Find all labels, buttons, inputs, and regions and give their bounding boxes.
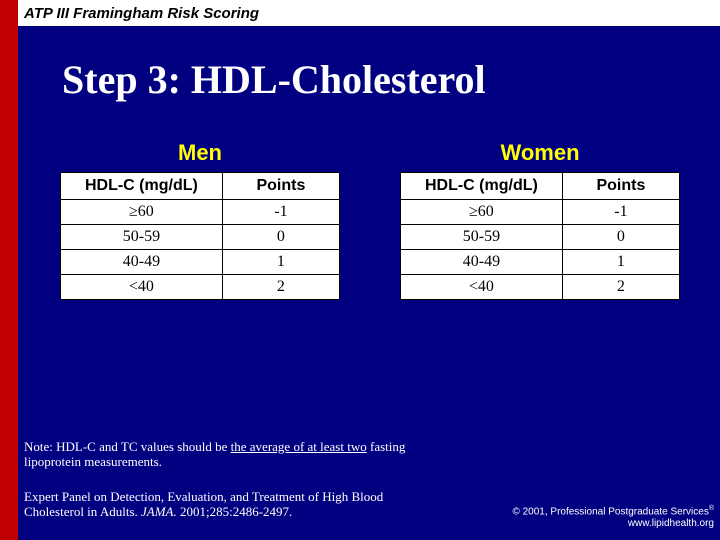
women-table: HDL-C (mg/dL) Points ≥60 -1 50-59 0 40-4… (400, 172, 680, 300)
slide-title: Step 3: HDL-Cholesterol (62, 56, 486, 103)
table-row: 40-49 1 (61, 249, 340, 274)
table-row: ≥60 -1 (401, 199, 680, 224)
men-panel: Men HDL-C (mg/dL) Points ≥60 -1 50-59 0 … (60, 140, 340, 300)
women-row-points: 1 (562, 249, 679, 274)
women-row-range: <40 (401, 274, 563, 299)
header-title: ATP III Framingham Risk Scoring (24, 5, 259, 22)
women-row-points: 0 (562, 224, 679, 249)
men-col2-header: Points (222, 173, 339, 200)
note-underlined: the average of at least two (231, 439, 367, 454)
men-col1-header: HDL-C (mg/dL) (61, 173, 223, 200)
men-row-range: <40 (61, 274, 223, 299)
women-panel: Women HDL-C (mg/dL) Points ≥60 -1 50-59 … (400, 140, 680, 300)
women-row-points: -1 (562, 199, 679, 224)
men-row-range: ≥60 (61, 199, 223, 224)
table-row: 40-49 1 (401, 249, 680, 274)
footnote: Note: HDL-C and TC values should be the … (24, 439, 454, 470)
women-panel-title: Women (400, 140, 680, 166)
men-panel-title: Men (60, 140, 340, 166)
note-prefix: Note: HDL-C and TC values should be (24, 439, 231, 454)
copyright-line1: © 2001, Professional Postgraduate Servic… (512, 506, 708, 517)
men-row-range: 40-49 (61, 249, 223, 274)
women-col1-header: HDL-C (mg/dL) (401, 173, 563, 200)
men-row-points: 2 (222, 274, 339, 299)
citation: Expert Panel on Detection, Evaluation, a… (24, 489, 444, 520)
women-row-range: 50-59 (401, 224, 563, 249)
accent-strip (0, 0, 18, 540)
copyright: © 2001, Professional Postgraduate Servic… (512, 505, 714, 530)
men-row-range: 50-59 (61, 224, 223, 249)
table-row: ≥60 -1 (61, 199, 340, 224)
table-row: 50-59 0 (61, 224, 340, 249)
table-header-row: HDL-C (mg/dL) Points (401, 173, 680, 200)
citation-text2: 2001;285:2486-2497. (177, 504, 293, 519)
women-col2-header: Points (562, 173, 679, 200)
table-row: <40 2 (61, 274, 340, 299)
table-row: <40 2 (401, 274, 680, 299)
citation-journal: JAMA. (141, 504, 177, 519)
men-row-points: 1 (222, 249, 339, 274)
tables-container: Men HDL-C (mg/dL) Points ≥60 -1 50-59 0 … (60, 140, 680, 300)
header-band: ATP III Framingham Risk Scoring (18, 0, 720, 26)
men-table: HDL-C (mg/dL) Points ≥60 -1 50-59 0 40-4… (60, 172, 340, 300)
men-row-points: 0 (222, 224, 339, 249)
men-row-points: -1 (222, 199, 339, 224)
registered-mark: ® (709, 505, 714, 512)
table-header-row: HDL-C (mg/dL) Points (61, 173, 340, 200)
women-row-points: 2 (562, 274, 679, 299)
women-row-range: 40-49 (401, 249, 563, 274)
copyright-line2: www.lipidhealth.org (628, 518, 714, 529)
table-row: 50-59 0 (401, 224, 680, 249)
women-row-range: ≥60 (401, 199, 563, 224)
